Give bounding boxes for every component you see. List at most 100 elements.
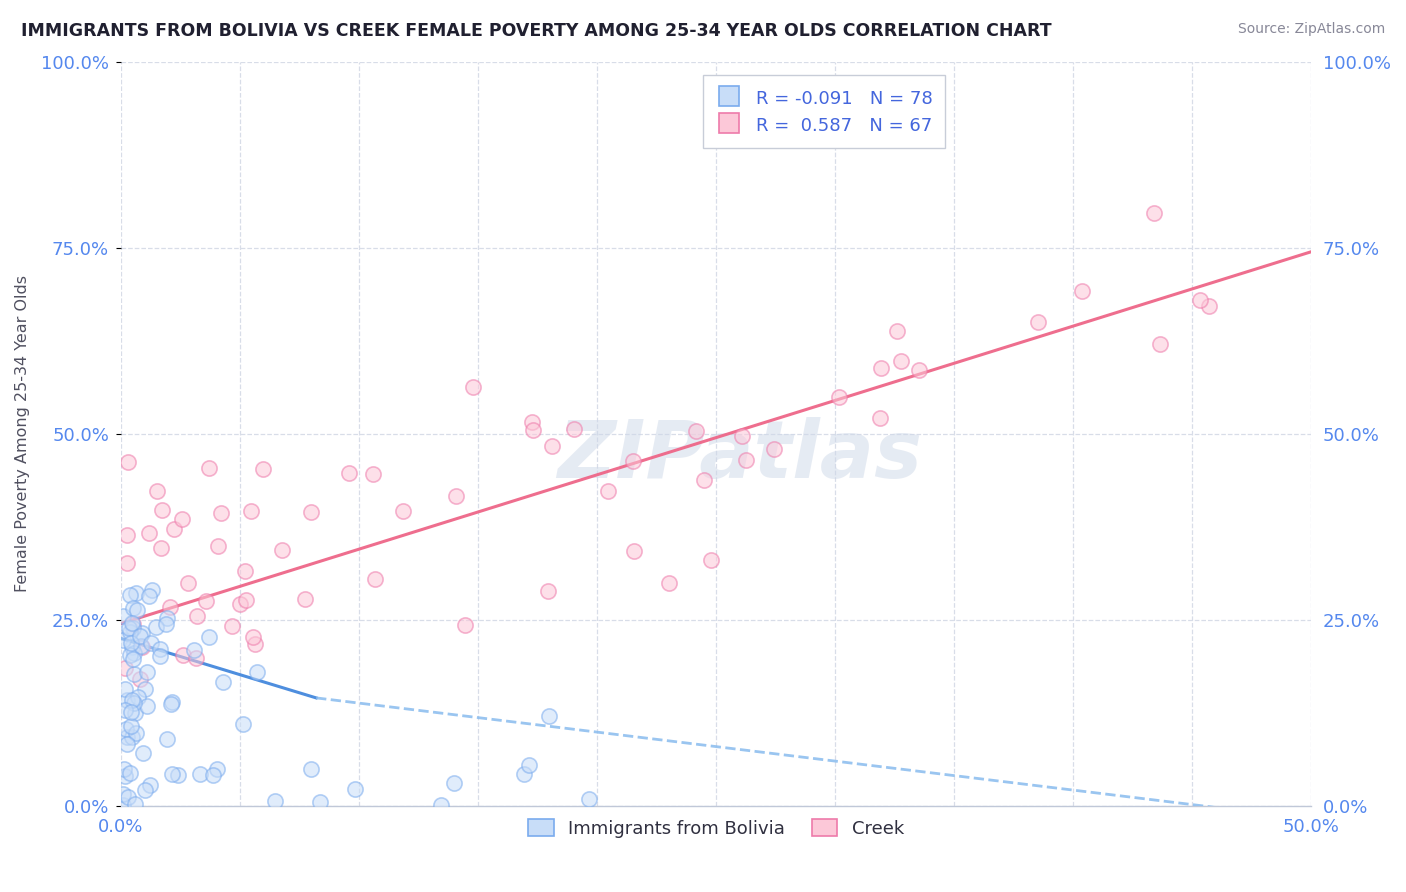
Point <box>443 776 465 790</box>
Point <box>115 527 138 541</box>
Point <box>135 665 157 679</box>
Y-axis label: Female Poverty Among 25-34 Year Olds: Female Poverty Among 25-34 Year Olds <box>15 276 30 592</box>
Point <box>337 466 360 480</box>
Point <box>444 489 467 503</box>
Point <box>155 731 177 746</box>
Point <box>112 787 135 801</box>
Point <box>731 428 754 442</box>
Point <box>118 625 141 640</box>
Point <box>693 473 716 487</box>
Point <box>121 730 143 744</box>
Point <box>430 797 453 812</box>
Point <box>1198 299 1220 313</box>
Point <box>658 575 681 590</box>
Point <box>209 506 232 520</box>
Point <box>114 682 136 697</box>
Point <box>131 746 153 760</box>
Point <box>172 648 194 662</box>
Point <box>537 583 560 598</box>
Point <box>115 730 138 744</box>
Point <box>364 572 387 586</box>
Point <box>869 411 891 425</box>
Point <box>513 767 536 781</box>
Point <box>138 526 160 541</box>
Point <box>1189 293 1212 308</box>
Point <box>890 354 912 368</box>
Point <box>596 484 619 499</box>
Point <box>621 454 644 468</box>
Point <box>139 778 162 792</box>
Point <box>117 693 139 707</box>
Point <box>309 795 332 809</box>
Point <box>186 609 208 624</box>
Point <box>149 641 172 656</box>
Point <box>115 556 138 570</box>
Point <box>522 423 544 437</box>
Point <box>183 643 205 657</box>
Point <box>1071 285 1094 299</box>
Point <box>198 630 221 644</box>
Point <box>163 522 186 536</box>
Point <box>538 708 561 723</box>
Point <box>188 767 211 781</box>
Point <box>685 424 707 438</box>
Point <box>160 695 183 709</box>
Point <box>264 794 287 808</box>
Point <box>1026 315 1049 329</box>
Point <box>700 553 723 567</box>
Point <box>114 703 136 717</box>
Point <box>118 648 141 662</box>
Point <box>114 661 136 675</box>
Point <box>134 783 156 797</box>
Point <box>129 629 152 643</box>
Point <box>112 798 135 813</box>
Point <box>150 541 173 555</box>
Point <box>242 630 264 644</box>
Point <box>156 611 179 625</box>
Point <box>454 618 477 632</box>
Point <box>540 439 562 453</box>
Point <box>117 789 139 804</box>
Point <box>115 737 138 751</box>
Point <box>118 588 141 602</box>
Point <box>112 762 135 776</box>
Point <box>392 504 415 518</box>
Point <box>212 675 235 690</box>
Point <box>229 597 252 611</box>
Point <box>124 797 146 811</box>
Point <box>578 791 600 805</box>
Point <box>270 543 292 558</box>
Point <box>869 361 891 376</box>
Point <box>122 666 145 681</box>
Point <box>121 692 143 706</box>
Point <box>122 621 145 635</box>
Point <box>232 716 254 731</box>
Point <box>122 646 145 660</box>
Point <box>207 539 229 553</box>
Point <box>146 483 169 498</box>
Point <box>131 639 153 653</box>
Point <box>120 636 142 650</box>
Point <box>245 636 267 650</box>
Point <box>1149 337 1171 351</box>
Point <box>114 769 136 783</box>
Point <box>886 324 908 338</box>
Point <box>240 504 263 518</box>
Point <box>159 600 181 615</box>
Point <box>138 589 160 603</box>
Point <box>827 390 849 404</box>
Point <box>127 690 149 705</box>
Point <box>129 672 152 686</box>
Point <box>299 762 322 776</box>
Point <box>1143 206 1166 220</box>
Point <box>131 625 153 640</box>
Point <box>124 706 146 720</box>
Point <box>155 617 177 632</box>
Point <box>517 758 540 772</box>
Point <box>122 600 145 615</box>
Point <box>202 768 225 782</box>
Point <box>141 636 163 650</box>
Point <box>120 705 142 719</box>
Point <box>118 621 141 635</box>
Point <box>125 726 148 740</box>
